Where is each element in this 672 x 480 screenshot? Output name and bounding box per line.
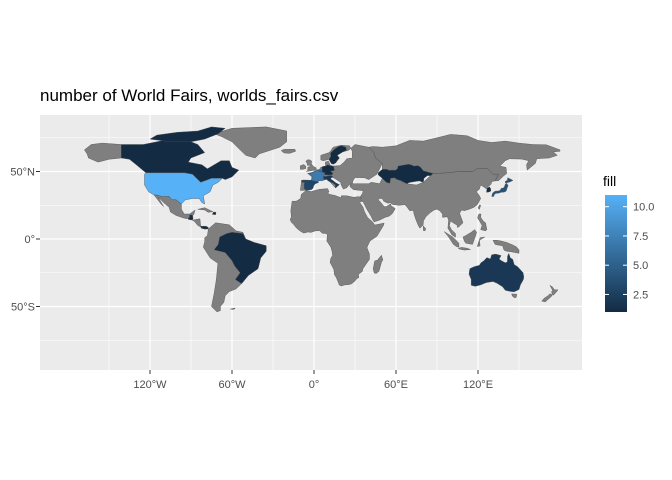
country-sulawesi [477, 236, 485, 247]
country-philippines [477, 213, 488, 232]
y-tick-label: 50°N [10, 167, 35, 179]
country-new-zealand [549, 285, 559, 296]
x-tick-label: 0° [309, 379, 320, 391]
country-france [307, 169, 326, 182]
country-falklands [230, 307, 236, 310]
country-guatemala [188, 214, 194, 221]
country-kazakhstan [378, 164, 434, 184]
legend-colorbar [605, 195, 627, 312]
x-tick-label: 120°E [463, 379, 493, 391]
country-haiti [212, 211, 217, 215]
country-sri-lanka [423, 225, 426, 232]
legend-title: fill [603, 173, 617, 189]
country-germany [321, 164, 335, 176]
country-borneo [462, 229, 477, 245]
legend-label: 5.0 [633, 260, 648, 272]
country-south-korea [486, 186, 491, 193]
y-tick-label: 0° [24, 234, 35, 246]
legend: 10.0 7.5 5.0 2.5 [605, 195, 654, 312]
legend-label: 7.5 [633, 231, 648, 243]
country-siberia [368, 134, 561, 182]
countries-layer [84, 126, 561, 313]
country-tasmania [511, 293, 517, 299]
country-cuba [197, 207, 214, 213]
chart-title: number of World Fairs, worlds_fairs.csv [40, 86, 339, 105]
y-tick-label: 50°S [11, 302, 35, 314]
axes: 120°W 60°W 0° 60°E 120°E 50°N 0° 50°S [10, 167, 493, 392]
country-united-kingdom [305, 159, 317, 172]
country-taiwan [477, 204, 481, 210]
country-canada [149, 126, 226, 142]
country-sumatra [444, 231, 460, 248]
country-africa [289, 188, 385, 287]
country-sweden [328, 145, 347, 165]
legend-label: 10.0 [633, 202, 654, 214]
country-australia [468, 253, 524, 292]
country-alaska [84, 142, 122, 163]
country-new-guinea [492, 240, 520, 254]
country-greenland [214, 126, 287, 159]
country-new-zealand [541, 293, 553, 303]
country-iceland [281, 149, 296, 154]
country-brazil [214, 232, 267, 284]
x-tick-label: 60°E [384, 379, 408, 391]
country-madagascar [373, 255, 384, 274]
country-java [458, 247, 471, 251]
country-japan [491, 183, 509, 197]
country-italy [323, 175, 340, 188]
x-tick-label: 120°W [133, 379, 167, 391]
x-tick-label: 60°W [218, 379, 246, 391]
legend-label: 2.5 [633, 289, 648, 301]
country-japan [505, 177, 514, 184]
country-ireland [300, 164, 306, 170]
